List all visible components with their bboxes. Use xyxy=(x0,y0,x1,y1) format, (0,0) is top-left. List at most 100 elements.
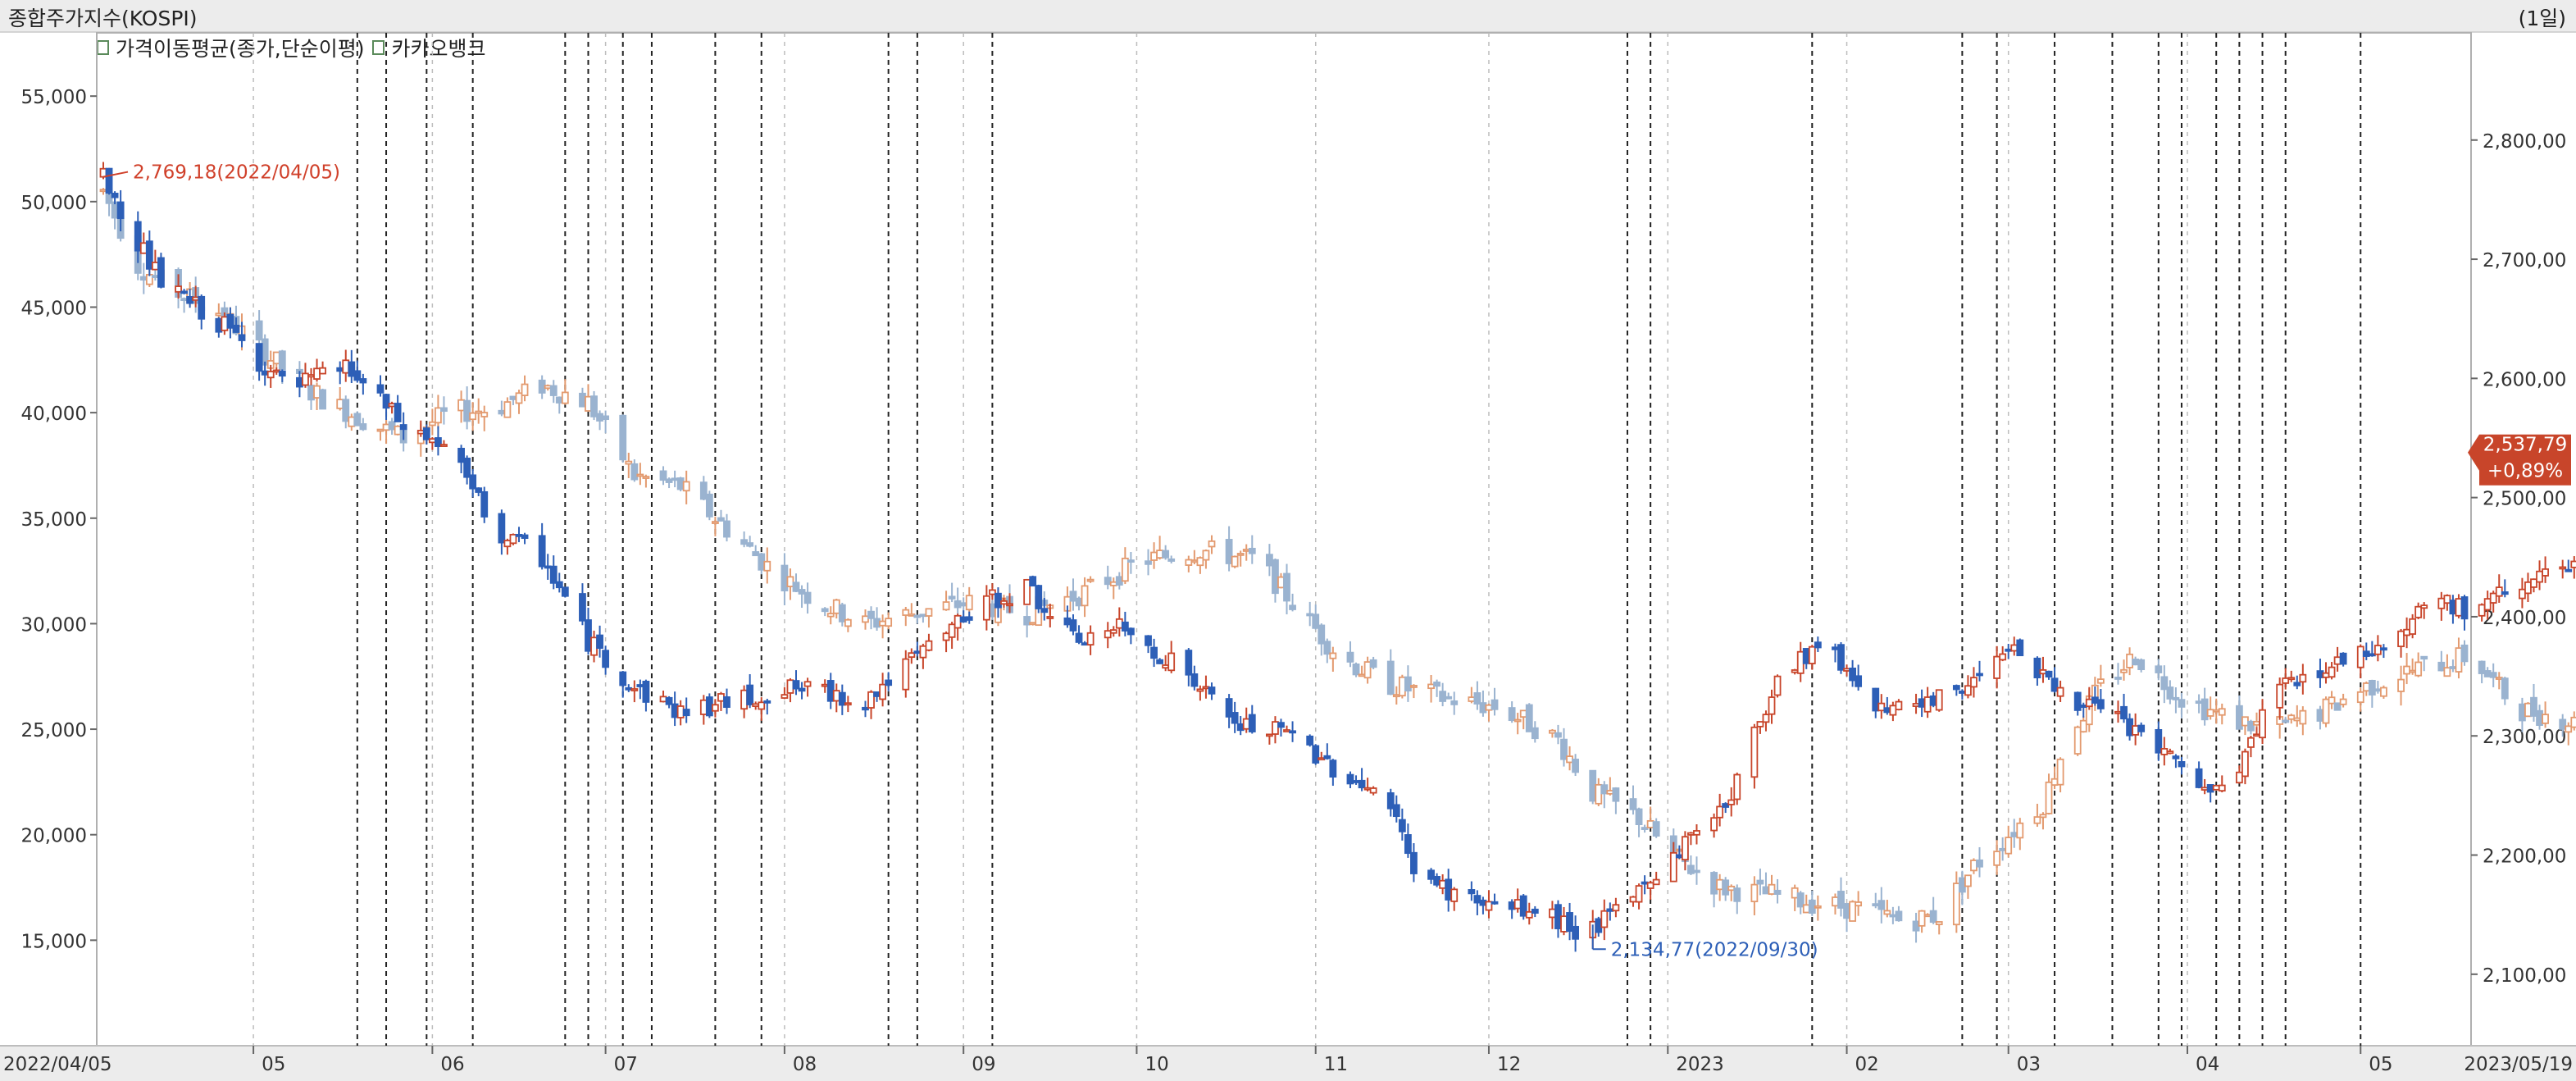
stock-candle xyxy=(1167,558,1176,562)
stock-candle xyxy=(1629,798,1637,810)
kospi-candle xyxy=(1958,691,1966,694)
kospi-candle xyxy=(1075,632,1083,643)
stock-candle xyxy=(590,395,598,417)
legend-checkbox-stock[interactable] xyxy=(372,40,385,55)
kospi-candle xyxy=(1923,696,1932,713)
stock-candle xyxy=(752,551,760,557)
stock-candle xyxy=(2403,665,2410,675)
kospi-candle xyxy=(157,257,165,288)
kospi-candle xyxy=(1802,648,1810,664)
kospi-candle xyxy=(1225,698,1233,718)
stock-candle xyxy=(509,395,517,400)
kospi-candle xyxy=(469,474,477,490)
kospi-candle xyxy=(1352,780,1360,783)
kospi-candle xyxy=(2235,771,2243,784)
stock-candle xyxy=(1531,727,1539,740)
kospi-candle xyxy=(1687,832,1695,836)
stock-candle xyxy=(139,276,148,281)
kospi-candle xyxy=(1392,804,1400,818)
low-label: 2,134,77(2022/09/30) xyxy=(1611,939,1818,960)
x-tick-label: 05 xyxy=(2369,1054,2392,1075)
x-axis-bar xyxy=(0,1046,2576,1081)
stock-candle xyxy=(786,576,794,587)
stock-candle xyxy=(1029,622,1037,626)
kospi-candle xyxy=(111,193,119,198)
stock-candle xyxy=(1652,821,1660,837)
kospi-candle xyxy=(1306,735,1314,746)
stock-candle xyxy=(1404,676,1412,692)
chart-title: 종합주가지수(KOSPI) xyxy=(8,7,198,30)
stock-candle xyxy=(2565,725,2573,733)
kospi-candle xyxy=(2079,705,2087,708)
stock-candle xyxy=(2530,696,2537,717)
kospi-candle xyxy=(1646,882,1654,889)
stock-candle xyxy=(1468,696,1476,702)
kospi-candle xyxy=(382,394,390,409)
kospi-candle xyxy=(1029,576,1037,587)
stock-candle xyxy=(1202,550,1210,561)
stock-candle xyxy=(2489,672,2497,678)
kospi-candle xyxy=(2530,578,2537,588)
kospi-candle xyxy=(1716,805,1724,819)
kospi-candle xyxy=(2137,724,2146,732)
stock-candle xyxy=(1283,572,1290,602)
kospi-candle xyxy=(1236,723,1245,732)
stock-candle xyxy=(1248,547,1256,554)
kospi-candle xyxy=(821,683,829,687)
kospi-candle xyxy=(1762,714,1770,723)
kospi-candle xyxy=(313,367,321,380)
stock-candle xyxy=(1970,860,1978,872)
kospi-candle xyxy=(2420,604,2428,609)
stock-candle xyxy=(1479,702,1487,714)
kospi-candle xyxy=(2282,677,2290,684)
stock-candle xyxy=(2160,676,2169,691)
stock-candle xyxy=(1185,559,1193,566)
kospi-candle xyxy=(2565,568,2573,572)
kospi-candle xyxy=(2005,648,2013,652)
kospi-candle xyxy=(2201,787,2209,791)
kospi-candle xyxy=(902,658,910,691)
stock-candle xyxy=(832,599,840,614)
stock-candle xyxy=(1560,738,1568,760)
kospi-candle xyxy=(463,458,471,478)
left-tick-label: 40,000 xyxy=(21,404,87,425)
kospi-candle xyxy=(2056,686,2064,697)
stock-candle xyxy=(1358,673,1366,677)
legend: 가격이동평균(종가,단순이평) 카카오뱅크 xyxy=(97,33,485,62)
stock-candle xyxy=(1635,808,1643,825)
x-tick-label: 07 xyxy=(614,1054,638,1075)
stock-candle xyxy=(953,600,962,609)
stock-candle xyxy=(382,423,390,431)
kospi-candle xyxy=(1358,779,1366,789)
kospi-candle xyxy=(394,403,402,422)
stock-candle xyxy=(538,379,546,394)
stock-candle xyxy=(388,421,396,431)
stock-candle xyxy=(498,409,506,415)
kospi-candle xyxy=(1162,664,1170,669)
kospi-candle xyxy=(1566,912,1573,933)
kospi-candle xyxy=(1889,705,1897,716)
right-tick-label: 2,800,00 xyxy=(2483,131,2566,153)
stock-candle xyxy=(1958,877,1966,893)
stock-candle xyxy=(1589,769,1597,802)
stock-candle xyxy=(1242,549,1250,552)
stock-candle xyxy=(1329,652,1337,659)
stock-candle xyxy=(1722,879,1730,896)
kospi-candle xyxy=(2483,598,2492,611)
kospi-candle xyxy=(1242,718,1250,730)
kospi-candle xyxy=(440,444,448,447)
stock-candle xyxy=(1595,783,1603,805)
kospi-candle xyxy=(2160,748,2169,755)
x-tick-label: 06 xyxy=(440,1054,464,1075)
stock-candle xyxy=(313,385,321,399)
kospi-candle xyxy=(1964,685,1972,696)
kospi-candle xyxy=(717,693,725,702)
stock-candle xyxy=(145,274,153,285)
stock-candle xyxy=(2449,666,2457,669)
stock-candle xyxy=(359,423,367,431)
stock-candle xyxy=(1023,616,1031,626)
stock-candle xyxy=(180,298,188,302)
stock-candle xyxy=(111,201,119,219)
kospi-candle xyxy=(555,581,563,589)
